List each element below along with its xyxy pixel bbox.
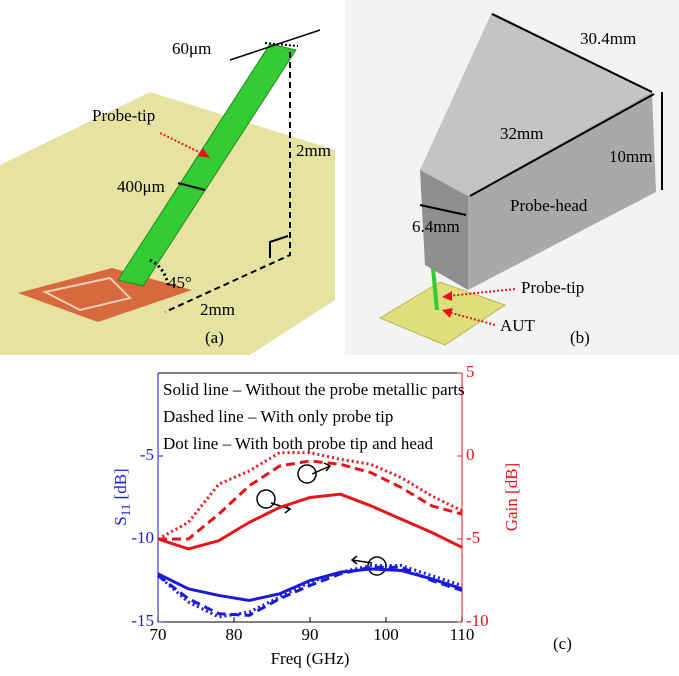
marker-circle	[257, 490, 275, 508]
y2-axis-label: Gain [dB]	[502, 463, 521, 531]
label: Probe-tip	[521, 278, 584, 297]
label: 6.4mm	[412, 217, 460, 236]
y-label-part: [dB]	[111, 468, 130, 503]
x-tick-label: 80	[226, 625, 243, 644]
label: 10mm	[609, 147, 652, 166]
curve-markers	[257, 463, 386, 575]
x-tick-label: 90	[302, 625, 319, 644]
y-tick-label: -10	[131, 528, 154, 547]
label: 400μm	[117, 177, 165, 196]
label: Probe-head	[510, 196, 588, 215]
panel-label: (b)	[570, 328, 590, 347]
y2-tick-label: 5	[466, 362, 475, 381]
y-tick-label: -5	[140, 445, 154, 464]
annotation: Dashed line – With only probe tip	[163, 407, 393, 426]
annotation: Solid line – Without the probe metallic …	[163, 380, 465, 399]
x-tick-label: 100	[373, 625, 399, 644]
label: 32mm	[500, 124, 543, 143]
panel-label: (a)	[205, 328, 224, 347]
label: 2mm	[296, 141, 331, 160]
label: 45°	[168, 273, 192, 292]
figure: 60μm Probe-tip 2mm 400μm 45° 2mm (a) 30.…	[0, 0, 679, 676]
label: 2mm	[200, 300, 235, 319]
label: 30.4mm	[580, 29, 636, 48]
label: Probe-tip	[92, 106, 155, 125]
y2-tick-label: 0	[466, 445, 475, 464]
series-line	[158, 494, 462, 549]
y-label-part: S	[111, 516, 130, 525]
y-axis-label: S11 [dB]	[111, 468, 133, 525]
x-axis-label: Freq (GHz)	[271, 649, 350, 668]
panel-label: (c)	[553, 634, 572, 653]
y-tick-label: -15	[131, 611, 154, 630]
annotation: Dot line – With both probe tip and head	[163, 434, 434, 453]
y-label-part: 11	[118, 504, 133, 517]
label: AUT	[500, 316, 536, 335]
annotations: Solid line – Without the probe metallic …	[163, 380, 465, 453]
y2-tick-label: -5	[466, 528, 480, 547]
label: 60μm	[172, 39, 211, 58]
marker-arrow	[352, 556, 372, 564]
y2-tick-label: -10	[466, 611, 489, 630]
